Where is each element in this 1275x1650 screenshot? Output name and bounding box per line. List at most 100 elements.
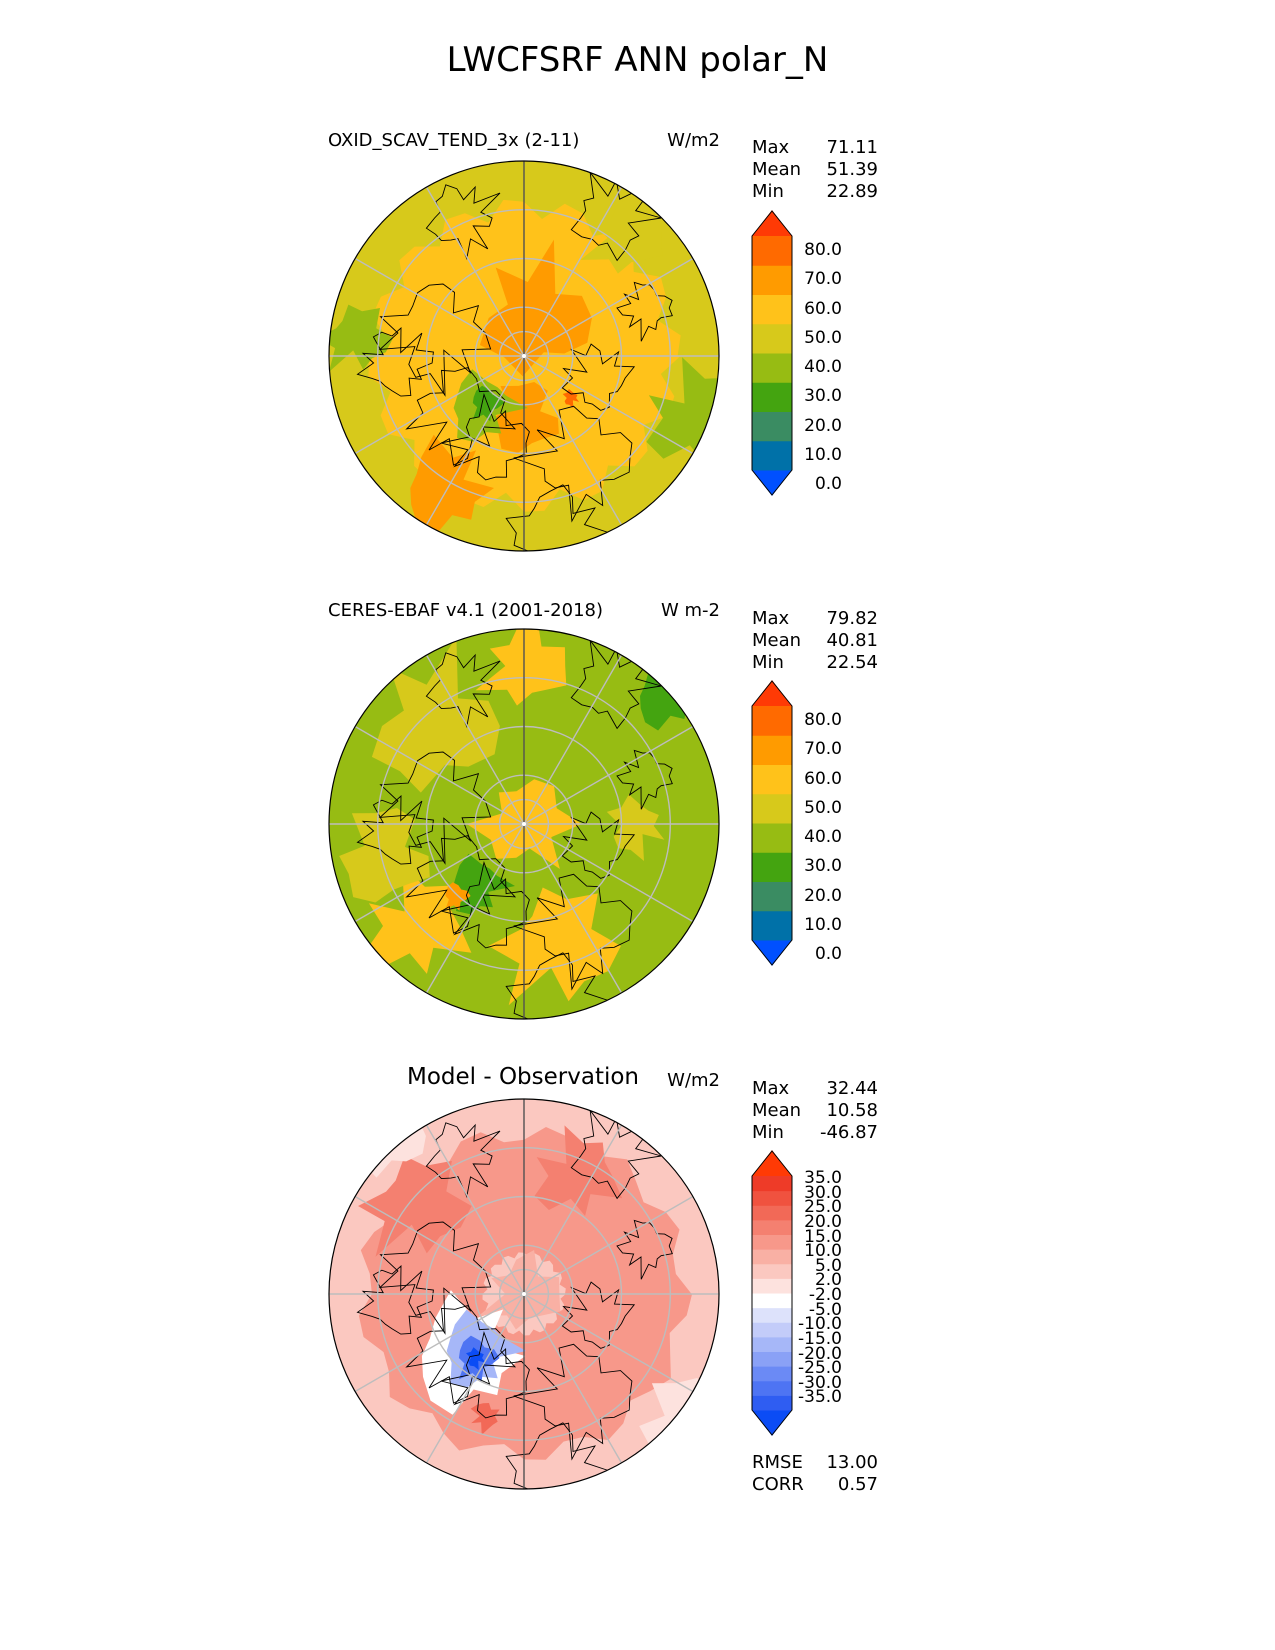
colorbar-bin — [752, 1395, 792, 1411]
colorbar-tick-label: 20.0 — [804, 1211, 842, 1232]
colorbar-bin — [752, 706, 792, 736]
colorbar-tick-label: 0.0 — [814, 474, 842, 494]
colorbar-bin — [752, 1176, 792, 1192]
colorbar-tick-label: 25.0 — [804, 1197, 842, 1218]
metric-label: RMSE — [752, 1452, 803, 1473]
colorbar-tick-label: 70.0 — [804, 269, 842, 290]
colorbar-extend-min — [752, 940, 792, 966]
colorbar-bin — [752, 910, 792, 941]
panel2-colorbar-labels: 80.0 70.0 60.0 50.0 40.0 30.0 20.0 10.0 0.0 — [790, 680, 842, 966]
colorbar-extend-min — [752, 470, 792, 496]
colorbar-extend-min — [752, 1410, 792, 1436]
colorbar-tick-label: -5.0 — [808, 1299, 842, 1320]
colorbar-tick-label: 10.0 — [804, 914, 842, 935]
colorbar-bin — [752, 1249, 792, 1265]
map-border — [328, 628, 720, 1020]
field-contour — [580, 194, 663, 274]
panel3-polar-map — [328, 1098, 720, 1490]
field-contour — [488, 887, 621, 1006]
stat-label: Max — [752, 137, 790, 158]
colorbar-tick-label: 60.0 — [804, 768, 842, 789]
coastlines — [356, 172, 673, 551]
panel2-polar-map — [328, 628, 720, 1020]
stat-label: Mean — [752, 159, 802, 180]
field-contour — [466, 1347, 486, 1370]
colorbar-tick-label: -25.0 — [798, 1358, 842, 1379]
colorbar-tick-label: 30.0 — [804, 1182, 842, 1203]
panel2-units: W m-2 — [660, 600, 720, 621]
colorbar-bin — [752, 265, 792, 295]
colorbar-extend-max — [752, 210, 792, 236]
stat-label: Min — [752, 1122, 784, 1143]
field-contour — [358, 1155, 472, 1257]
colorbar-tick-label: -2.0 — [808, 1285, 842, 1305]
stat-value: 10.58 — [826, 1100, 878, 1121]
stat-label: Max — [752, 1078, 790, 1099]
field-contour — [410, 434, 494, 536]
colorbar-bin — [752, 411, 792, 442]
figure-title: LWCFSRF ANN polar_N — [446, 40, 829, 80]
stat-value: 40.81 — [826, 630, 878, 651]
colorbar-tick-label: 50.0 — [804, 797, 842, 818]
metric-value: 13.00 — [826, 1452, 878, 1473]
field-contour — [646, 357, 719, 466]
panel2-colorbar — [751, 680, 793, 966]
colorbar-tick-label: 10.0 — [804, 1241, 842, 1262]
colorbar-bin — [752, 294, 792, 325]
colorbar-tick-label: 20.0 — [804, 415, 842, 436]
panel3-stats: Max 32.44 Mean 10.58 Min -46.87 — [752, 1078, 878, 1144]
map-border — [328, 160, 720, 552]
field-contour — [472, 385, 505, 422]
colorbar-bin — [752, 382, 792, 412]
colorbar-tick-label: 10.0 — [804, 444, 842, 465]
colorbar-bin — [752, 1205, 792, 1221]
colorbar-bin — [752, 881, 792, 912]
colorbar-bin — [752, 1307, 792, 1323]
stat-value: 71.11 — [826, 137, 878, 158]
colorbar-bin — [752, 1322, 792, 1338]
stat-label: Min — [752, 181, 784, 202]
colorbar-tick-label: 70.0 — [804, 739, 842, 760]
colorbar-tick-label: -30.0 — [798, 1372, 842, 1393]
panel3-colorbar-labels: 35.0 30.0 25.0 20.0 15.0 10.0 5.0 2.0 -2.0 -5.0 -1… — [790, 1150, 842, 1436]
colorbar-tick-label: 30.0 — [804, 856, 842, 877]
coastlines — [356, 1110, 673, 1489]
colorbar-bin — [752, 764, 792, 795]
colorbar-bin — [752, 1263, 792, 1279]
colorbar-bin — [752, 1293, 792, 1309]
pole-marker — [522, 354, 526, 358]
panel1-colorbar-labels: 80.0 70.0 60.0 50.0 40.0 30.0 20.0 10.0 0.0 — [790, 210, 842, 496]
colorbar-tick-label: 5.0 — [814, 1255, 842, 1276]
colorbar-tick-label: 60.0 — [804, 298, 842, 319]
field-contour — [339, 808, 430, 903]
panel3-units: W/m2 — [667, 1070, 720, 1091]
field-contour — [475, 629, 567, 706]
colorbar-bin — [752, 236, 792, 266]
stat-value: -46.87 — [819, 1122, 878, 1143]
colorbar-extend-max — [752, 1150, 792, 1176]
colorbar-bin — [752, 1190, 792, 1206]
colorbar-tick-label: 50.0 — [804, 327, 842, 348]
colorbar-tick-label: 0.0 — [814, 944, 842, 964]
panel1-title: OXID_SCAV_TEND_3x (2-11) — [328, 130, 580, 151]
panel1-colorbar — [751, 210, 793, 496]
colorbar-tick-label: 2.0 — [814, 1270, 842, 1291]
stat-value: 51.39 — [826, 159, 878, 180]
colorbar-bin — [752, 1278, 792, 1294]
colorbar-bin — [752, 793, 792, 824]
field-contour — [534, 1125, 623, 1216]
colorbar-tick-label: 80.0 — [804, 240, 842, 260]
panel3-title: Model - Observation — [406, 1064, 640, 1090]
colorbar-outline — [751, 1150, 793, 1436]
field-contour — [479, 239, 592, 377]
metric-value: 0.57 — [837, 1474, 878, 1495]
colorbar-bin — [752, 353, 792, 383]
colorbar-outline — [751, 680, 793, 966]
colorbar-bin — [752, 1336, 792, 1353]
panel1-polar-map — [328, 160, 720, 552]
stat-label: Max — [752, 608, 790, 629]
field-contour — [453, 853, 515, 915]
colorbar-bin — [752, 323, 792, 354]
colorbar-bin — [752, 1351, 792, 1367]
panel2-title: CERES-EBAF v4.1 (2001-2018) — [328, 600, 604, 621]
